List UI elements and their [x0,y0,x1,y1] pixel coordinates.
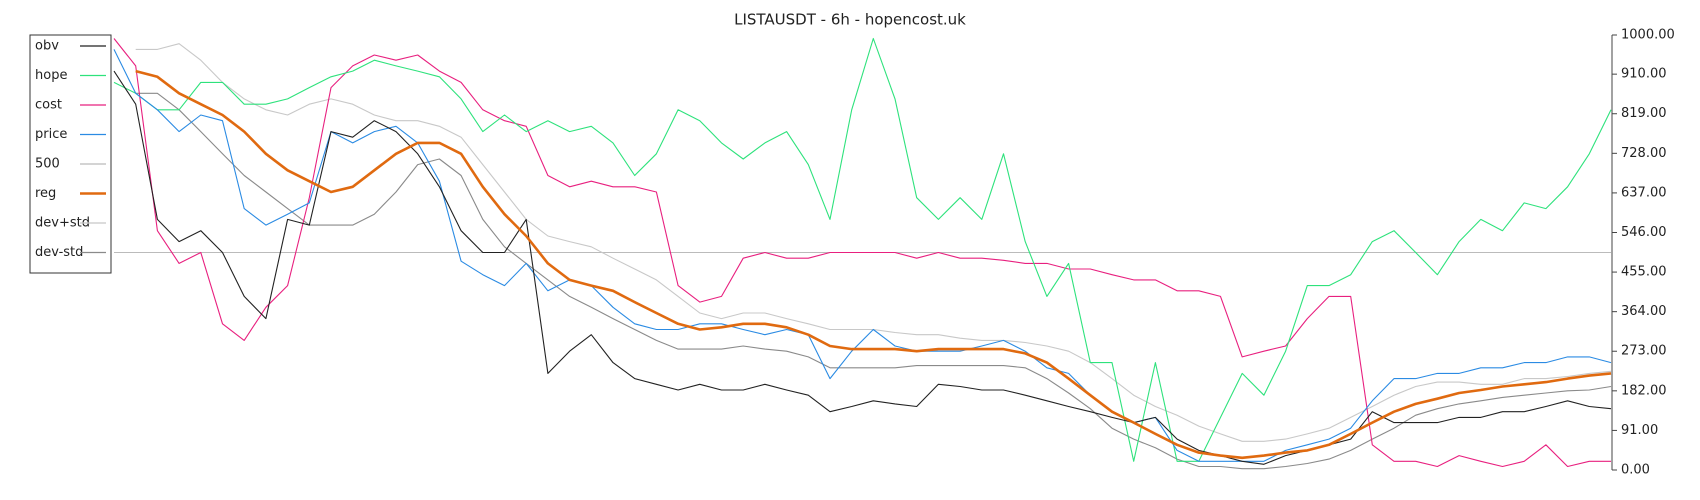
legend-label: 500 [35,157,60,172]
legend-label: dev-std [35,245,83,260]
y-tick-label: 273.00 [1621,344,1667,359]
legend-label: dev+std [35,216,90,231]
y-tick-label: 0.00 [1621,463,1650,478]
series-line [135,69,1612,460]
legend: obv hope cost price 500 reg dev+std dev-std [29,34,112,274]
y-tick-label: 819.00 [1621,106,1667,121]
lines [113,37,1612,470]
legend-label: hope [35,68,67,83]
legend-box [29,34,112,274]
series-line [113,49,1612,462]
y-tick-label: 910.00 [1621,67,1667,82]
y-tick-label: 364.00 [1621,304,1667,319]
legend-label: reg [35,186,56,201]
y-tick-label: 546.00 [1621,225,1667,240]
series-line [113,37,1612,462]
legend-label: obv [35,39,59,54]
y-tick-label: 637.00 [1621,185,1667,200]
series-line [113,70,1612,465]
legend-label: cost [35,98,62,113]
legend-label: price [35,127,67,142]
y-tick-label: 1000.00 [1621,28,1675,43]
y-tick-label: 91.00 [1621,423,1658,438]
y-tick-label: 182.00 [1621,383,1667,398]
series-line [135,92,1612,470]
y-tick-label: 728.00 [1621,146,1667,161]
chart-title: LISTAUSDT - 6h - hopencost.uk [734,11,966,29]
series-line [113,38,1611,468]
y-tick-label: 455.00 [1621,265,1667,280]
